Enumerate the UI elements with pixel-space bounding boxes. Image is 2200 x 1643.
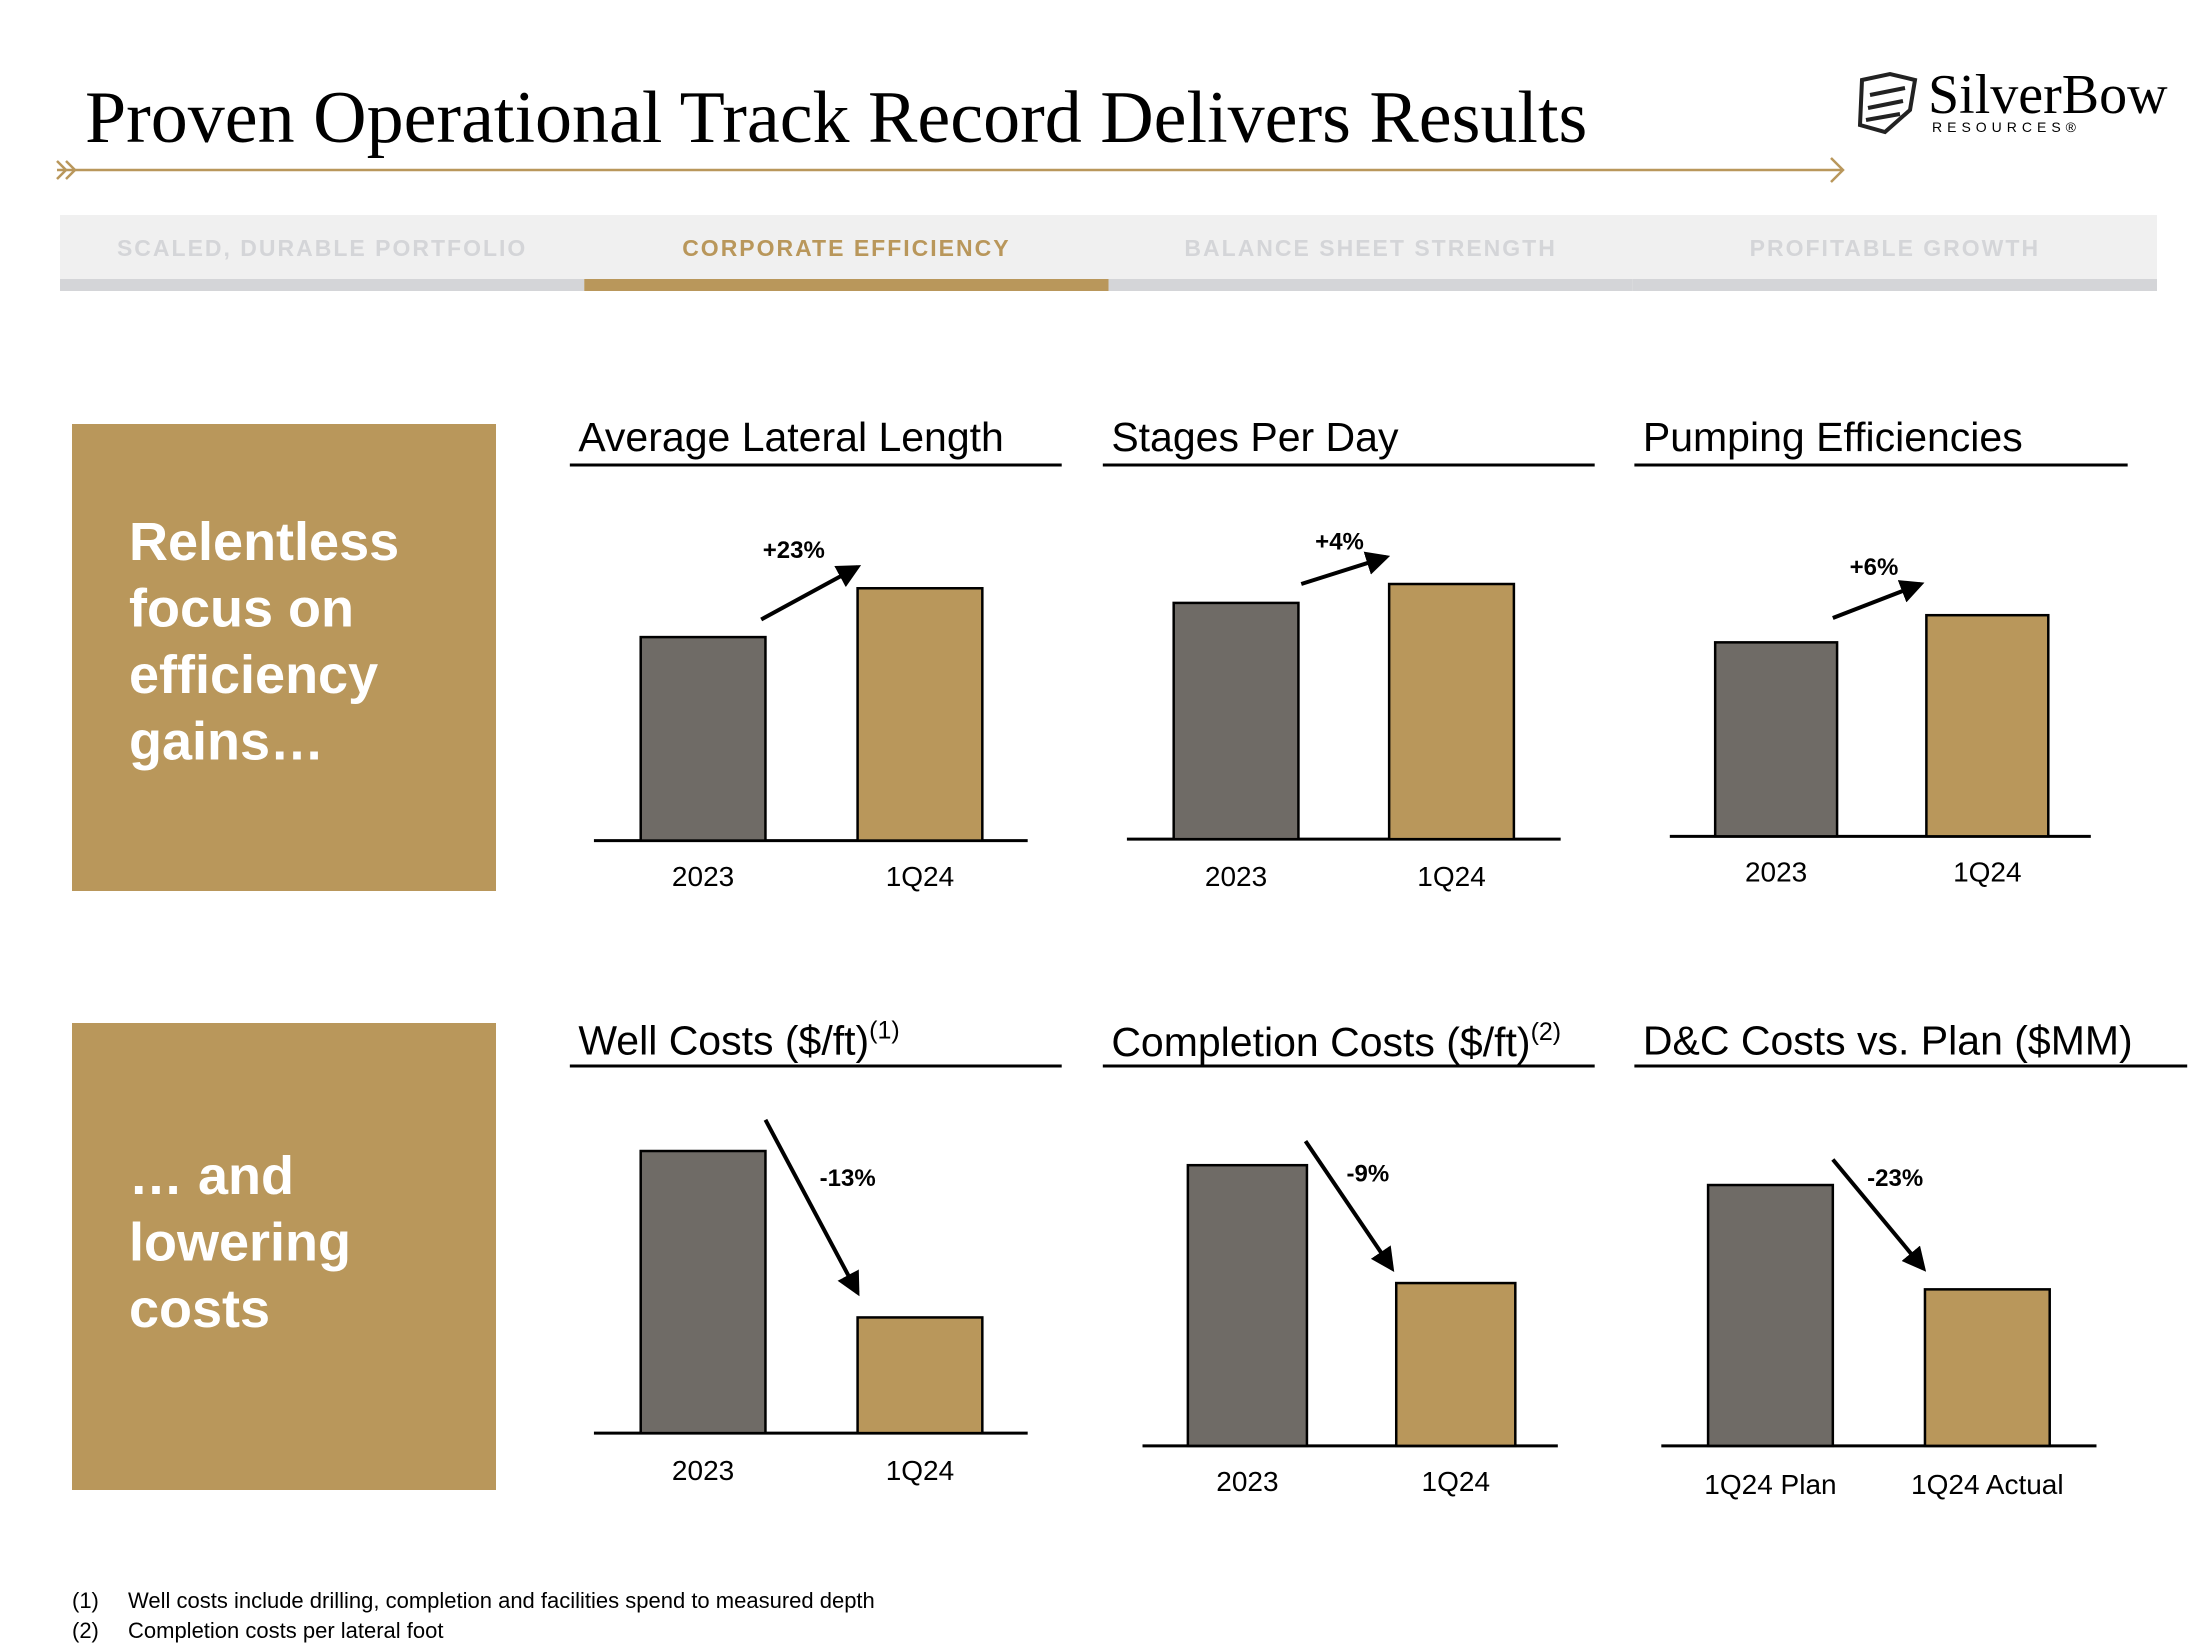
chart-title-note: (1) [869, 1017, 900, 1045]
change-label: +6% [1850, 554, 1899, 581]
x-tick-label: 1Q24 [886, 1455, 955, 1486]
x-tick-label: 2023 [1216, 1466, 1278, 1497]
statement-panel [72, 424, 496, 891]
tab-underline [1108, 279, 1633, 291]
x-tick-label: 1Q24 [1953, 857, 2022, 888]
tab-underline [584, 279, 1109, 291]
bar [1387, 582, 1516, 841]
change-arrow [1300, 551, 1391, 586]
tab-label[interactable]: PROFITABLE GROWTH [1750, 235, 2040, 261]
slide-title: Proven Operational Track Record Delivers… [85, 77, 1587, 159]
x-tick-label: 2023 [672, 861, 734, 892]
change-arrow [763, 1118, 860, 1297]
statement-text: focus on [129, 579, 354, 639]
chart-title-text: Pumping Efficiencies [1643, 414, 2023, 460]
change-label: +4% [1315, 528, 1364, 555]
change-label: +23% [763, 537, 825, 564]
chart-title-text: Average Lateral Length [578, 414, 1004, 460]
tab-label[interactable]: SCALED, DURABLE PORTFOLIO [117, 235, 527, 261]
statement-panel [72, 1023, 496, 1490]
chart-title: Stages Per Day [1111, 414, 1399, 460]
bar [639, 635, 767, 842]
chart: Completion Costs ($/ft)(2) 2023 1Q24 -9% [1102, 1018, 1595, 1497]
x-tick-label: 2023 [672, 1455, 734, 1486]
footnote-text: Completion costs per lateral foot [128, 1618, 444, 1643]
tab-underline [1632, 279, 2157, 291]
x-tick-label: 1Q24 [886, 861, 955, 892]
x-tick-label: 2023 [1745, 857, 1807, 888]
x-tick-label: 1Q24 [1417, 861, 1486, 892]
statement-text: efficiency [129, 645, 378, 705]
statement-text: gains… [129, 712, 324, 772]
x-tick-label: 1Q24 Plan [1704, 1469, 1836, 1500]
chart-title: Average Lateral Length [578, 414, 1004, 460]
bar [1706, 1183, 1835, 1448]
tab-bar [60, 215, 2157, 279]
bar [1172, 601, 1300, 841]
statement-text: lowering [129, 1213, 351, 1273]
chart-title: Pumping Efficiencies [1643, 414, 2023, 460]
change-arrow [1303, 1139, 1395, 1272]
change-label: -23% [1867, 1165, 1923, 1192]
statement-text: Relentless [129, 512, 399, 572]
bar [856, 587, 984, 842]
bar [1394, 1281, 1517, 1448]
bar [1713, 641, 1839, 838]
logo: SilverBow RESOURCES® [1857, 64, 2168, 135]
chart-title-text: Completion Costs ($/ft) [1111, 1019, 1530, 1065]
chart-title: Completion Costs ($/ft)(2) [1111, 1018, 1561, 1065]
change-label: -13% [820, 1165, 876, 1192]
change-arrow [1831, 1158, 1927, 1272]
statement-text: costs [129, 1279, 270, 1339]
footnote-marker: (1) [72, 1588, 99, 1613]
x-tick-label: 2023 [1205, 861, 1267, 892]
tab-label[interactable]: BALANCE SHEET STRENGTH [1184, 235, 1556, 261]
chart: D&C Costs vs. Plan ($MM) 1Q24 Plan 1Q24 Ac… [1634, 1018, 2188, 1500]
chart: Well Costs ($/ft)(1) 2023 1Q24 -13% [569, 1017, 1062, 1486]
bar [639, 1149, 767, 1435]
chart-title-note: (2) [1531, 1018, 1562, 1046]
footnote-text: Well costs include drilling, completion … [128, 1588, 875, 1613]
chart-title: D&C Costs vs. Plan ($MM) [1643, 1018, 2133, 1064]
bar [1923, 1288, 2051, 1448]
tab-underline [60, 279, 585, 291]
change-arrow [760, 565, 862, 622]
change-arrow [1832, 580, 1925, 620]
x-tick-label: 1Q24 Actual [1911, 1469, 2064, 1500]
bar [1925, 613, 2050, 838]
logo-subtext: RESOURCES® [1932, 119, 2081, 135]
change-label: -9% [1347, 1161, 1390, 1188]
title-rule [56, 157, 1845, 183]
bar [856, 1316, 984, 1435]
statement-text: … and [129, 1146, 294, 1206]
tab-label[interactable]: CORPORATE EFFICIENCY [682, 235, 1010, 261]
chart: Average Lateral Length 2023 1Q24 +23% [569, 414, 1062, 892]
chart-title-text: Well Costs ($/ft) [578, 1018, 869, 1064]
footnote-marker: (2) [72, 1618, 99, 1643]
logo-text: SilverBow [1928, 64, 2168, 126]
chart: Stages Per Day 2023 1Q24 +4% [1102, 414, 1595, 892]
chart-title-text: D&C Costs vs. Plan ($MM) [1643, 1018, 2133, 1064]
chart-title: Well Costs ($/ft)(1) [578, 1017, 899, 1064]
x-tick-label: 1Q24 [1422, 1466, 1491, 1497]
bar [1186, 1163, 1309, 1448]
chart: Pumping Efficiencies 2023 1Q24 +6% [1634, 414, 2128, 888]
chart-title-text: Stages Per Day [1111, 414, 1399, 460]
